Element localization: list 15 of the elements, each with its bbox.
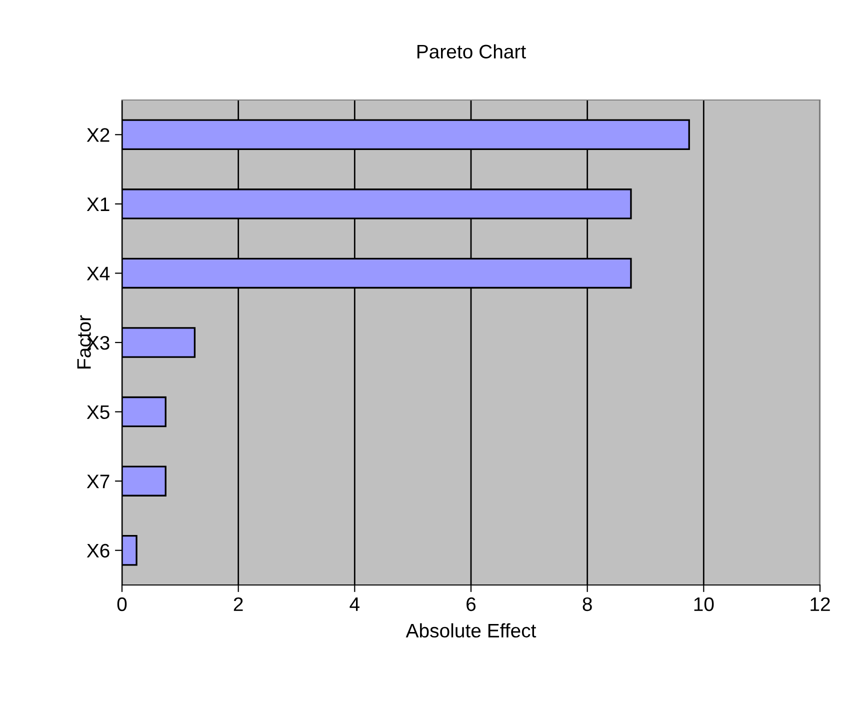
- x-tick-label: 12: [810, 597, 830, 611]
- y-tick-label: X2: [86, 128, 110, 142]
- y-tick-label: X5: [86, 405, 110, 420]
- y-tick-label: X1: [86, 198, 110, 211]
- x-tick-label: 4: [350, 598, 360, 611]
- y-tick-label: X7: [86, 474, 110, 488]
- y-tick-label: X4: [86, 266, 110, 280]
- x-axis-title: Absolute Effect: [406, 623, 536, 638]
- x-tick-label: 0: [117, 597, 127, 612]
- chart-title: Pareto Chart: [417, 44, 526, 59]
- x-tick-label: 8: [582, 597, 592, 612]
- x-tick-label: 2: [234, 597, 243, 611]
- x-tick-label: 6: [466, 597, 476, 612]
- x-tick-label: 10: [694, 597, 714, 612]
- y-tick-label: X6: [86, 544, 110, 558]
